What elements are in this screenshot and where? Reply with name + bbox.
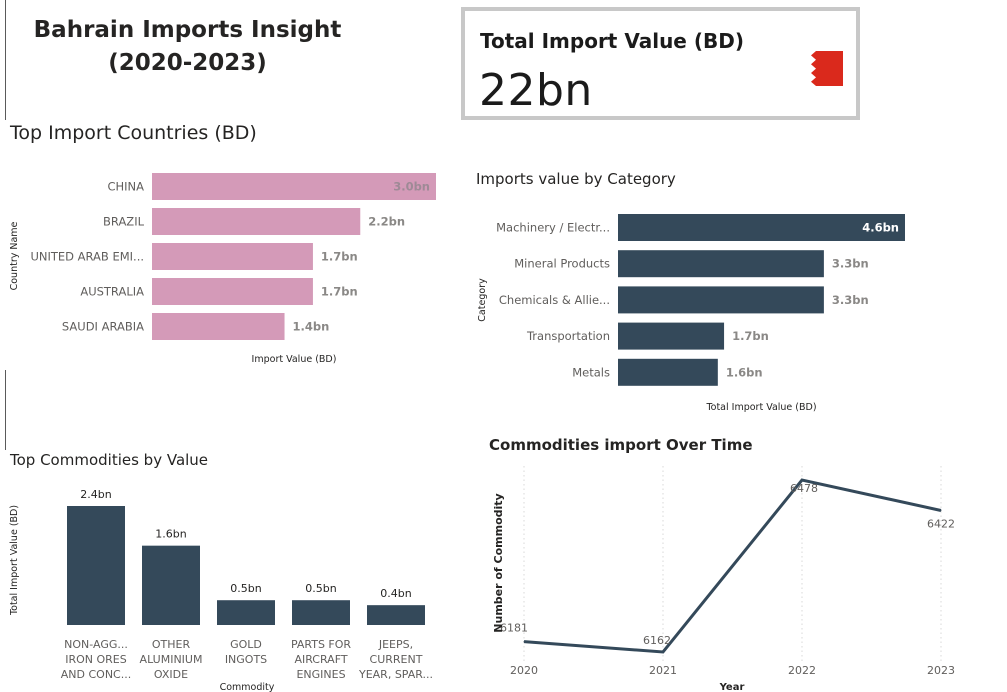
bahrain-flag-icon — [807, 51, 843, 86]
data-label: 6162 — [643, 634, 671, 647]
x-tick-label: 2020 — [510, 664, 538, 677]
category-label: AIRCRAFT — [294, 653, 347, 666]
data-label: 1.6bn — [155, 528, 186, 541]
data-point — [523, 641, 525, 643]
over-time-chart[interactable]: 6181 6162 6478 6422 2020 2021 2022 2023 Year Numb… — [470, 458, 1007, 692]
x-axis-title: Total Import Value (BD) — [705, 402, 816, 413]
data-label: 6478 — [790, 482, 818, 495]
category-label: INGOTS — [225, 653, 267, 666]
data-label: 3.3bn — [832, 293, 869, 307]
category-label: BRAZIL — [103, 215, 145, 229]
bar — [142, 545, 200, 625]
kpi-label: Total Import Value (BD) — [480, 29, 744, 53]
kpi-card[interactable]: Total Import Value (BD) 22bn — [461, 7, 860, 120]
data-point — [662, 651, 664, 653]
category-label: PARTS FOR — [291, 638, 351, 651]
y-axis-title: Total Import Value (BD) — [9, 505, 20, 616]
data-point — [940, 509, 942, 511]
y-axis-title: Category — [477, 278, 488, 322]
canvas-edge — [5, 0, 6, 120]
bar — [367, 605, 425, 625]
category-chart[interactable]: Machinery / Electr... 4.6bn Mineral Produc… — [470, 200, 940, 420]
category-label: AUSTRALIA — [80, 285, 144, 299]
series-line — [523, 478, 942, 654]
bar — [152, 243, 313, 270]
x-tick-label: 2023 — [927, 664, 955, 677]
y-axis-title: Number of Commodity — [492, 493, 505, 632]
data-label: 3.3bn — [832, 257, 869, 271]
chart-title-top-countries: Top Import Countries (BD) — [10, 122, 257, 144]
bar — [152, 173, 436, 200]
x-tick-label: 2022 — [788, 664, 816, 677]
data-label: 2.4bn — [80, 488, 111, 501]
x-axis-title: Import Value (BD) — [252, 354, 337, 365]
bar — [67, 506, 125, 625]
bar — [152, 208, 361, 235]
data-label: 1.7bn — [732, 329, 769, 343]
category-label: AND CONC... — [61, 668, 131, 681]
chart-title-category: Imports value by Category — [476, 170, 676, 188]
bar — [618, 286, 824, 314]
category-label: ENGINES — [296, 668, 345, 681]
data-label: 1.7bn — [321, 285, 358, 299]
data-label: 1.6bn — [726, 365, 763, 379]
top-countries-chart[interactable]: CHINA 3.0bn BRAZIL 2.2bn UNITED ARAB EMI... 1… — [0, 160, 460, 370]
bar — [152, 313, 285, 340]
category-label: ALUMINIUM — [140, 653, 203, 666]
x-axis-title: Commodity — [220, 682, 275, 692]
data-label: 0.5bn — [305, 582, 336, 595]
bar — [618, 214, 905, 241]
x-axis-title: Year — [719, 682, 745, 692]
category-label: CURRENT — [370, 653, 423, 666]
y-axis-title: Country Name — [9, 221, 20, 290]
category-label: NON-AGG... — [64, 638, 128, 651]
category-label: Transportation — [526, 329, 610, 343]
data-label: 6422 — [927, 517, 955, 530]
bar — [292, 600, 350, 625]
chart-title-commodities: Top Commodities by Value — [10, 451, 209, 469]
category-label: Metals — [572, 365, 610, 379]
category-label: UNITED ARAB EMI... — [30, 250, 144, 264]
data-label: 0.5bn — [230, 582, 261, 595]
category-label: Machinery / Electr... — [496, 221, 610, 235]
bar — [217, 600, 275, 625]
commodities-chart[interactable]: 2.4bn NON-AGG... IRON ORES AND CONC... 1.6bn… — [0, 478, 460, 692]
category-label: OTHER — [152, 638, 191, 651]
category-label: SAUDI ARABIA — [62, 320, 144, 334]
category-label: CHINA — [107, 180, 144, 194]
bar — [618, 250, 824, 278]
category-label: GOLD — [230, 638, 262, 651]
kpi-value: 22bn — [479, 65, 593, 116]
bar — [618, 322, 725, 350]
category-label: JEEPS, — [378, 638, 413, 651]
x-tick-label: 2021 — [649, 664, 677, 677]
bar — [152, 278, 313, 305]
chart-title-over-time: Commodities import Over Time — [489, 436, 753, 454]
data-label: 4.6bn — [862, 221, 899, 235]
category-label: Mineral Products — [514, 257, 610, 271]
data-label: 1.4bn — [293, 320, 330, 334]
page-title: Bahrain Imports Insight (2020-2023) — [0, 14, 375, 80]
data-label: 1.7bn — [321, 250, 358, 264]
category-label: YEAR, SPAR... — [358, 668, 433, 681]
page-title-line1: Bahrain Imports Insight — [33, 17, 342, 43]
data-label: 0.4bn — [380, 587, 411, 600]
canvas-edge — [5, 370, 6, 450]
page-title-line2: (2020-2023) — [108, 50, 267, 76]
data-point — [801, 479, 803, 481]
category-label: Chemicals & Allie... — [499, 293, 610, 307]
category-label: IRON ORES — [65, 653, 127, 666]
data-label: 6181 — [500, 622, 528, 635]
category-label: OXIDE — [154, 668, 188, 681]
bar — [618, 358, 718, 386]
data-label: 2.2bn — [368, 215, 405, 229]
data-label: 3.0bn — [393, 180, 430, 194]
